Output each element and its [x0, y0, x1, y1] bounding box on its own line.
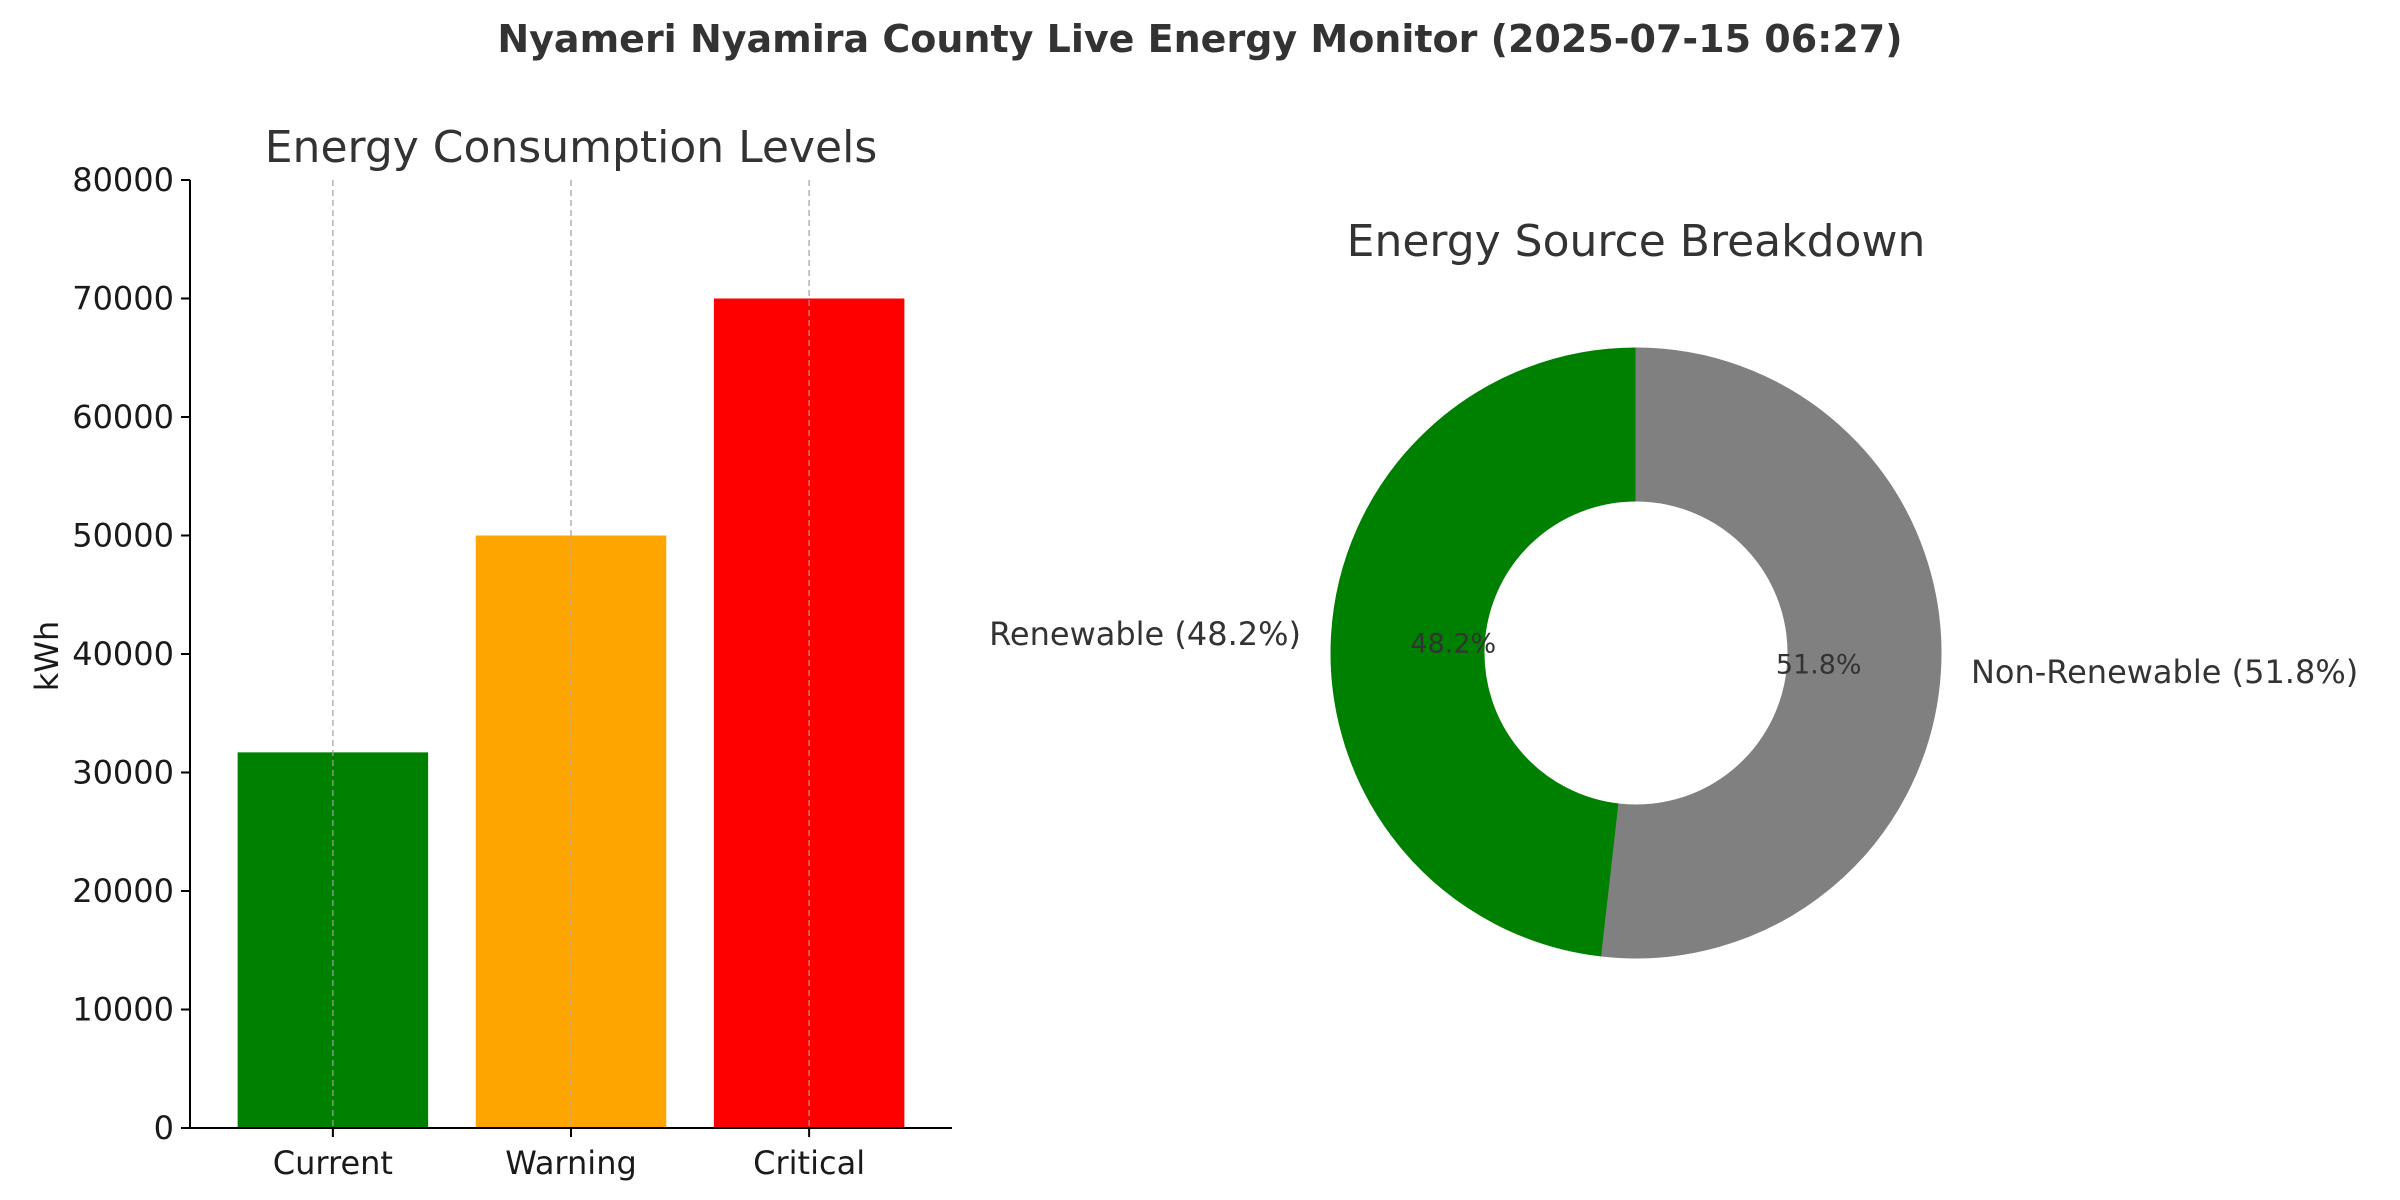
slice-non-renewable [1601, 347, 1942, 959]
slice-label: Non-Renewable (51.8%) [1971, 653, 2358, 691]
x-axis-ticks: Current Warning Critical [273, 1128, 865, 1182]
slice-percent-label: 48.2% [1410, 629, 1496, 660]
y-tick-label: 0 [154, 1109, 174, 1147]
bar-chart-title: Energy Consumption Levels [265, 122, 878, 173]
x-tick-label: Critical [753, 1144, 865, 1182]
slice-renewable [1330, 347, 1637, 957]
donut-chart-title: Energy Source Breakdown [1347, 216, 1926, 267]
slice-percent-label: 51.8% [1776, 649, 1862, 680]
bar-chart: Energy Consumption Levels kWh 0 10000 2000… [28, 122, 952, 1182]
figure-title: Nyameri Nyamira County Live Energy Monit… [497, 17, 1902, 61]
y-tick-label: 30000 [72, 754, 174, 792]
y-tick-label: 10000 [72, 991, 174, 1029]
donut-chart: Energy Source Breakdown Renewable (48.2%… [989, 216, 2358, 959]
y-tick-label: 70000 [72, 280, 174, 318]
bar-chart-ylabel: kWh [28, 621, 66, 691]
y-tick-label: 60000 [72, 398, 174, 436]
y-tick-label: 80000 [72, 161, 174, 199]
slice-label: Renewable (48.2%) [989, 615, 1301, 653]
x-tick-label: Warning [505, 1144, 637, 1182]
y-tick-label: 50000 [72, 517, 174, 555]
bar-marks [237, 180, 905, 1128]
y-tick-label: 20000 [72, 872, 174, 910]
x-tick-label: Current [273, 1144, 393, 1182]
y-tick-label: 40000 [72, 635, 174, 673]
y-axis-ticks: 0 10000 20000 30000 40000 50000 60000 70000 8000… [72, 161, 190, 1147]
donut-marks: Renewable (48.2%) 48.2% Non-Renewable (51.… [989, 347, 2358, 959]
